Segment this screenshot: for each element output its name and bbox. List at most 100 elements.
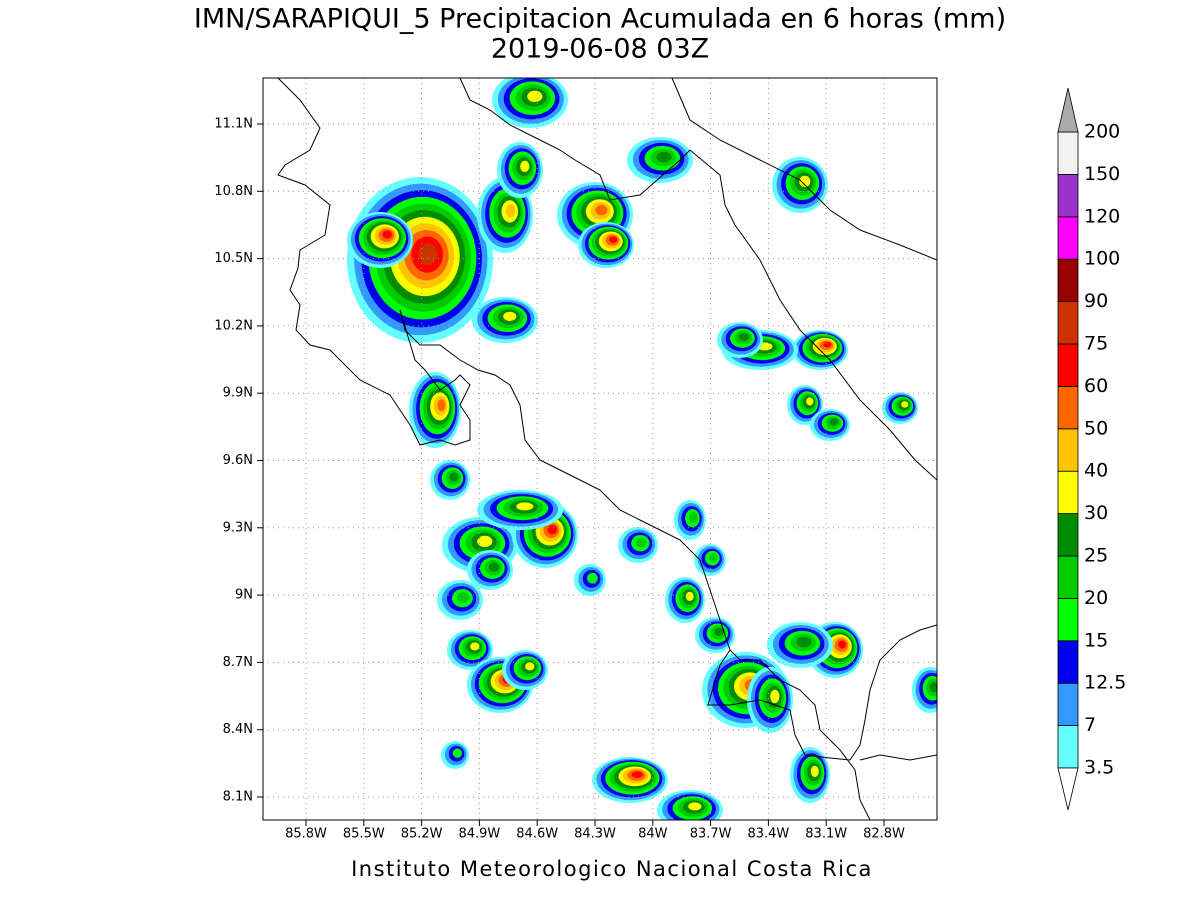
precip-cell	[901, 401, 909, 408]
colorbar-box	[1057, 258, 1079, 303]
colorbar-label: 60	[1084, 375, 1108, 397]
lat-tick-label: 11.1N	[214, 117, 253, 132]
lat-tick-label: 8.1N	[223, 790, 253, 805]
precip-cell	[688, 512, 698, 524]
precip-cell	[452, 748, 463, 758]
precip-cell	[505, 204, 516, 218]
colorbar-box	[1057, 343, 1079, 387]
lat-tick-label: 10.8N	[214, 184, 253, 199]
colorbar-label: 40	[1084, 460, 1108, 482]
colorbar-label: 200	[1084, 121, 1120, 143]
colorbar-label: 50	[1084, 417, 1108, 439]
precip-cell	[770, 689, 780, 704]
colorbar-box	[1057, 301, 1079, 345]
precip-cell	[688, 802, 702, 811]
precip-cell	[796, 636, 812, 648]
lon-tick-label: 82.8W	[863, 827, 905, 842]
precip-cell	[708, 553, 718, 562]
precip-cell	[631, 771, 643, 778]
lat-tick-label: 9.3N	[223, 520, 253, 535]
precip-cell	[838, 640, 847, 649]
precip-cell	[382, 230, 392, 239]
colorbar-label: 75	[1084, 333, 1108, 355]
colorbar-label: 7	[1084, 714, 1096, 736]
lon-tick-label: 83.1W	[805, 827, 847, 842]
colorbar-label: 90	[1084, 290, 1108, 312]
lon-tick-label: 84.6W	[516, 827, 558, 842]
lat-tick-label: 9.9N	[223, 386, 253, 401]
pacific-coast	[277, 78, 871, 820]
lat-tick-label: 9N	[235, 588, 253, 603]
colorbar-box	[1057, 725, 1079, 769]
colorbar-label: 20	[1084, 587, 1108, 609]
caribbean-coast	[671, 78, 937, 261]
precip-cell	[810, 765, 819, 778]
precip-cell	[520, 160, 530, 172]
lat-tick-label: 8.7N	[223, 655, 253, 670]
colorbar-box	[1057, 640, 1079, 684]
lon-tick-label: 83.7W	[690, 827, 732, 842]
lon-tick-label: 85.5W	[343, 827, 385, 842]
colorbar-label: 30	[1084, 502, 1108, 524]
colorbar-box	[1057, 513, 1079, 557]
precip-cell	[418, 243, 438, 265]
map-frame	[262, 77, 938, 821]
border-south	[707, 624, 937, 761]
precip-cell	[929, 681, 937, 693]
precip-cell	[503, 311, 517, 321]
precip-cell	[635, 537, 647, 548]
precip-cell	[714, 627, 724, 637]
precip-cell	[823, 341, 832, 348]
lat-tick-label: 8.4N	[223, 722, 253, 737]
colorbar-box	[1057, 682, 1079, 727]
colorbar-over	[1057, 87, 1079, 133]
lon-tick-label: 84.3W	[574, 827, 616, 842]
precip-cell	[456, 592, 470, 604]
precip-cell	[525, 662, 535, 671]
map-title: IMN/SARAPIQUI_5 Precipitacion Acumulada …	[194, 4, 1006, 35]
colorbar-label: 12.5	[1084, 672, 1126, 694]
precip-cell	[656, 151, 672, 163]
colorbar-label: 120	[1084, 205, 1120, 227]
precip-field	[347, 78, 937, 820]
colorbar-box	[1057, 131, 1079, 175]
precip-cell	[806, 397, 814, 406]
precip-cell	[527, 90, 543, 102]
precip-cell	[738, 332, 750, 342]
precip-cell	[799, 175, 811, 187]
precip-cell	[437, 399, 446, 412]
lat-tick-label: 9.6N	[223, 453, 253, 468]
precip-cell	[609, 236, 618, 243]
colorbar-label: 15	[1084, 629, 1108, 651]
colorbar-box	[1057, 470, 1079, 515]
precip-cell	[829, 418, 839, 426]
colorbar-label: 3.5	[1084, 757, 1114, 779]
panama-coast	[859, 754, 937, 761]
colorbar-box	[1057, 428, 1079, 472]
lon-tick-label: 83.4W	[747, 827, 789, 842]
footer: Instituto Meteorologico Nacional Costa R…	[351, 857, 873, 881]
precip-cell	[449, 472, 459, 482]
colorbar-box	[1057, 173, 1079, 218]
lon-tick-label: 85.8W	[285, 827, 327, 842]
coastlines	[277, 78, 937, 820]
precip-cell	[595, 204, 608, 216]
precip-cell	[470, 642, 480, 651]
lon-tick-label: 84.9W	[458, 827, 500, 842]
colorbar-box	[1057, 216, 1079, 260]
precip-cell	[477, 535, 493, 548]
colorbar: 3.5 7 12.5 15 20 25 30 40 50 60 75 90 100 120 150 200	[1057, 87, 1126, 811]
colorbar-box	[1057, 555, 1079, 599]
colorbar-label: 100	[1084, 248, 1120, 270]
lat-tick-label: 10.5N	[214, 251, 253, 266]
lat-tick-label: 10.2N	[214, 318, 253, 333]
precip-cell	[516, 502, 534, 511]
colorbar-under	[1057, 767, 1079, 811]
precip-cell	[685, 591, 694, 602]
lon-tick-label: 84W	[638, 827, 668, 842]
colorbar-box	[1057, 385, 1079, 430]
precip-cell	[547, 524, 557, 535]
lon-tick-label: 85.2W	[401, 827, 443, 842]
precip-cell	[488, 562, 500, 572]
